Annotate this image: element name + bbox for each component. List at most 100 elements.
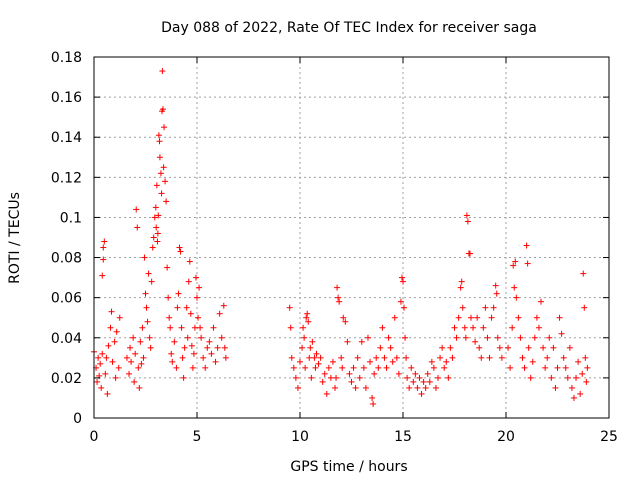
data-point [190,350,197,357]
data-point [317,354,324,361]
data-point [127,344,134,351]
y-tick-label: 0.06 [51,291,82,307]
data-point [453,334,460,341]
data-point [507,364,514,371]
data-point [220,302,227,309]
data-point [288,354,295,361]
data-points-layer [91,68,591,407]
data-point [309,338,316,345]
data-point [306,354,313,361]
data-point [535,324,542,331]
data-point [389,358,396,365]
data-point [307,344,314,351]
data-point [457,284,464,291]
data-point [204,344,211,351]
data-point [402,334,409,341]
data-point [304,310,311,317]
data-point [403,354,410,361]
y-tick-label: 0.18 [51,50,82,66]
data-point [445,374,452,381]
data-point [115,364,122,371]
data-point [156,154,163,161]
data-point [100,244,107,251]
data-point [102,370,109,377]
data-point [356,374,363,381]
plot-area-frame [93,56,610,419]
data-point [494,334,501,341]
data-point [290,364,297,371]
data-point [395,370,402,377]
data-point [472,338,479,345]
data-point [168,350,175,357]
data-point [406,384,413,391]
data-point [163,198,170,205]
data-point [99,350,106,357]
data-point [123,354,130,361]
data-point [142,290,149,297]
x-tick-label: 5 [193,429,202,445]
data-point [424,370,431,377]
data-point [184,334,191,341]
data-point [498,354,505,361]
data-point [393,354,400,361]
data-point [369,394,376,401]
data-point [515,314,522,321]
data-point [546,334,553,341]
data-point [391,314,398,321]
data-point [104,390,111,397]
data-point [155,212,162,219]
data-point [101,238,108,245]
data-point [344,338,351,345]
data-point [173,364,180,371]
data-point [484,334,491,341]
data-point [338,354,345,361]
data-point [476,344,483,351]
data-point [375,364,382,371]
data-point [319,378,326,385]
y-tick-label: 0 [73,411,82,427]
data-point [151,214,158,221]
data-point [447,344,454,351]
data-point [538,298,545,305]
data-point [134,224,141,231]
data-point [150,234,157,241]
y-tick-label: 0.12 [51,170,82,186]
data-point [575,358,582,365]
data-point [107,324,114,331]
data-point [336,298,343,305]
data-point [178,324,185,331]
data-point [136,384,143,391]
data-point [294,384,301,391]
data-point [570,394,577,401]
data-point [155,132,162,139]
data-point [99,272,106,279]
data-point [562,364,569,371]
data-point [299,344,306,351]
data-point [164,264,171,271]
data-point [486,354,493,361]
data-point [332,384,339,391]
data-point [573,374,580,381]
data-point [443,358,450,365]
data-point [455,314,462,321]
data-point [430,364,437,371]
data-point [112,374,119,381]
data-point [560,354,567,361]
data-point [490,304,497,311]
data-point [513,294,520,301]
y-tick-label: 0.1 [60,210,82,226]
data-point [354,354,361,361]
chart-title: Day 088 of 2022, Rate Of TEC Index for r… [161,20,537,36]
data-point [159,68,166,75]
data-point [153,182,160,189]
data-point [321,370,328,377]
data-point [177,248,184,255]
data-point [315,360,322,367]
data-point [510,262,517,269]
data-point [301,334,308,341]
data-point [412,370,419,377]
data-point [297,358,303,365]
data-point [525,344,532,351]
data-point [143,304,150,311]
data-point [147,344,154,351]
